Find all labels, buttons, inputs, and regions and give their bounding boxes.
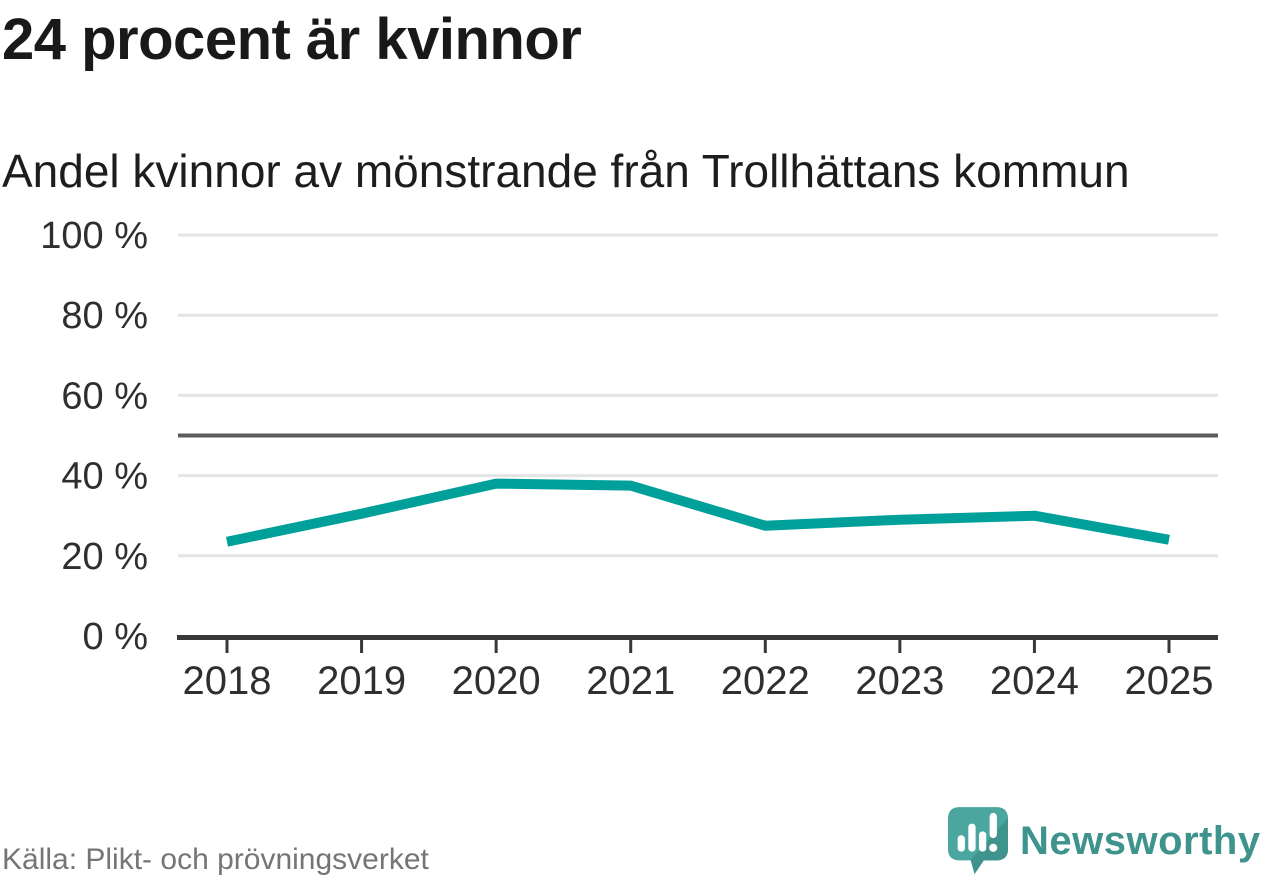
brand-name: Newsworthy — [1020, 818, 1261, 863]
y-tick-label: 100 % — [40, 215, 148, 257]
x-tick-label: 2025 — [1125, 659, 1214, 703]
x-tick-label: 2024 — [990, 659, 1079, 703]
y-tick-label: 0 % — [83, 616, 148, 658]
line-chart: 0 % 20 % 40 % 60 % 80 % 100 % 2018 2019 2020 2021… — [40, 215, 1218, 703]
page-title: 24 procent är kvinnor — [2, 7, 582, 72]
source-note: Källa: Plikt- och prövningsverket — [2, 843, 429, 876]
x-tick-label: 2022 — [721, 659, 810, 703]
chart-subtitle: Andel kvinnor av mönstrande från Trollhä… — [2, 145, 1130, 197]
x-tick-label: 2021 — [586, 659, 675, 703]
newsworthy-logo: Newsworthy — [947, 806, 1261, 876]
y-tick-label: 20 % — [61, 536, 148, 578]
y-tick-label: 40 % — [61, 456, 148, 498]
newsworthy-logo-icon — [947, 807, 1009, 874]
x-tick-label: 2023 — [855, 659, 944, 703]
data-line — [225, 478, 1170, 547]
bar-chart-exclamation-icon — [957, 812, 998, 852]
y-tick-label: 60 % — [61, 375, 148, 417]
y-tick-label: 80 % — [61, 295, 148, 337]
x-tick-label: 2018 — [183, 659, 272, 703]
x-tick-label: 2019 — [317, 659, 406, 703]
x-tick-label: 2020 — [452, 659, 541, 703]
